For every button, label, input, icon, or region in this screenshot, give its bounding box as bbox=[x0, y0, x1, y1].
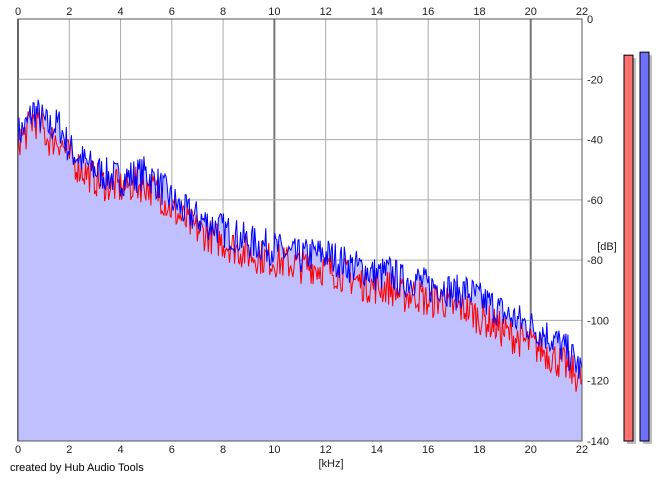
y-tick-label: -40 bbox=[587, 135, 603, 147]
x-tick-label: 2 bbox=[66, 444, 72, 456]
x-tick-label: 0 bbox=[15, 6, 21, 18]
plot-frame bbox=[17, 18, 583, 442]
x-tick-label: 8 bbox=[220, 6, 226, 18]
x-tick-label: 18 bbox=[473, 444, 485, 456]
series-lines bbox=[17, 99, 583, 392]
x-tick-label: 18 bbox=[473, 6, 485, 18]
x-tick-label: 8 bbox=[220, 444, 226, 456]
x-tick-label: 4 bbox=[117, 6, 123, 18]
y-tick-label: -80 bbox=[587, 255, 603, 267]
y-tick-label: 0 bbox=[587, 14, 593, 26]
x-tick-label: 10 bbox=[268, 6, 280, 18]
credit-text: created by Hub Audio Tools bbox=[10, 462, 144, 474]
series-line bbox=[17, 99, 583, 379]
level-meter-bar bbox=[623, 54, 634, 442]
x-tick-label: 20 bbox=[525, 6, 537, 18]
x-tick-label: 14 bbox=[371, 444, 383, 456]
x-tick-labels-bottom: 0 2 4 6 8 10 12 14 16 18 20 22 bbox=[15, 444, 588, 456]
y-tick-label: -20 bbox=[587, 74, 603, 86]
x-tick-label: 10 bbox=[268, 444, 280, 456]
x-tick-label: 0 bbox=[15, 444, 21, 456]
level-meter-bar bbox=[639, 51, 650, 442]
x-tick-label: 16 bbox=[422, 444, 434, 456]
y-axis-label: [dB] bbox=[597, 241, 617, 253]
y-tick-label: -120 bbox=[587, 376, 609, 388]
x-tick-label: 22 bbox=[576, 444, 588, 456]
y-tick-label: -100 bbox=[587, 315, 609, 327]
x-tick-label: 20 bbox=[525, 444, 537, 456]
x-tick-label: 6 bbox=[169, 6, 175, 18]
y-tick-labels: 0 -20 -40 -60 -80 -100 -120 -140 bbox=[587, 14, 609, 448]
y-tick-label: -60 bbox=[587, 195, 603, 207]
x-tick-label: 12 bbox=[320, 444, 332, 456]
x-tick-label: 6 bbox=[169, 444, 175, 456]
plot-border bbox=[17, 18, 583, 442]
x-tick-label: 2 bbox=[66, 6, 72, 18]
level-meters bbox=[623, 51, 652, 445]
x-tick-labels-top: 0 2 4 6 8 10 12 14 16 18 20 22 bbox=[15, 6, 588, 18]
y-tick-label: -140 bbox=[587, 436, 609, 448]
x-axis-label: [kHz] bbox=[318, 458, 343, 470]
x-tick-label: 4 bbox=[117, 444, 123, 456]
x-tick-label: 22 bbox=[576, 6, 588, 18]
x-tick-label: 12 bbox=[320, 6, 332, 18]
x-tick-label: 14 bbox=[371, 6, 383, 18]
x-tick-label: 16 bbox=[422, 6, 434, 18]
